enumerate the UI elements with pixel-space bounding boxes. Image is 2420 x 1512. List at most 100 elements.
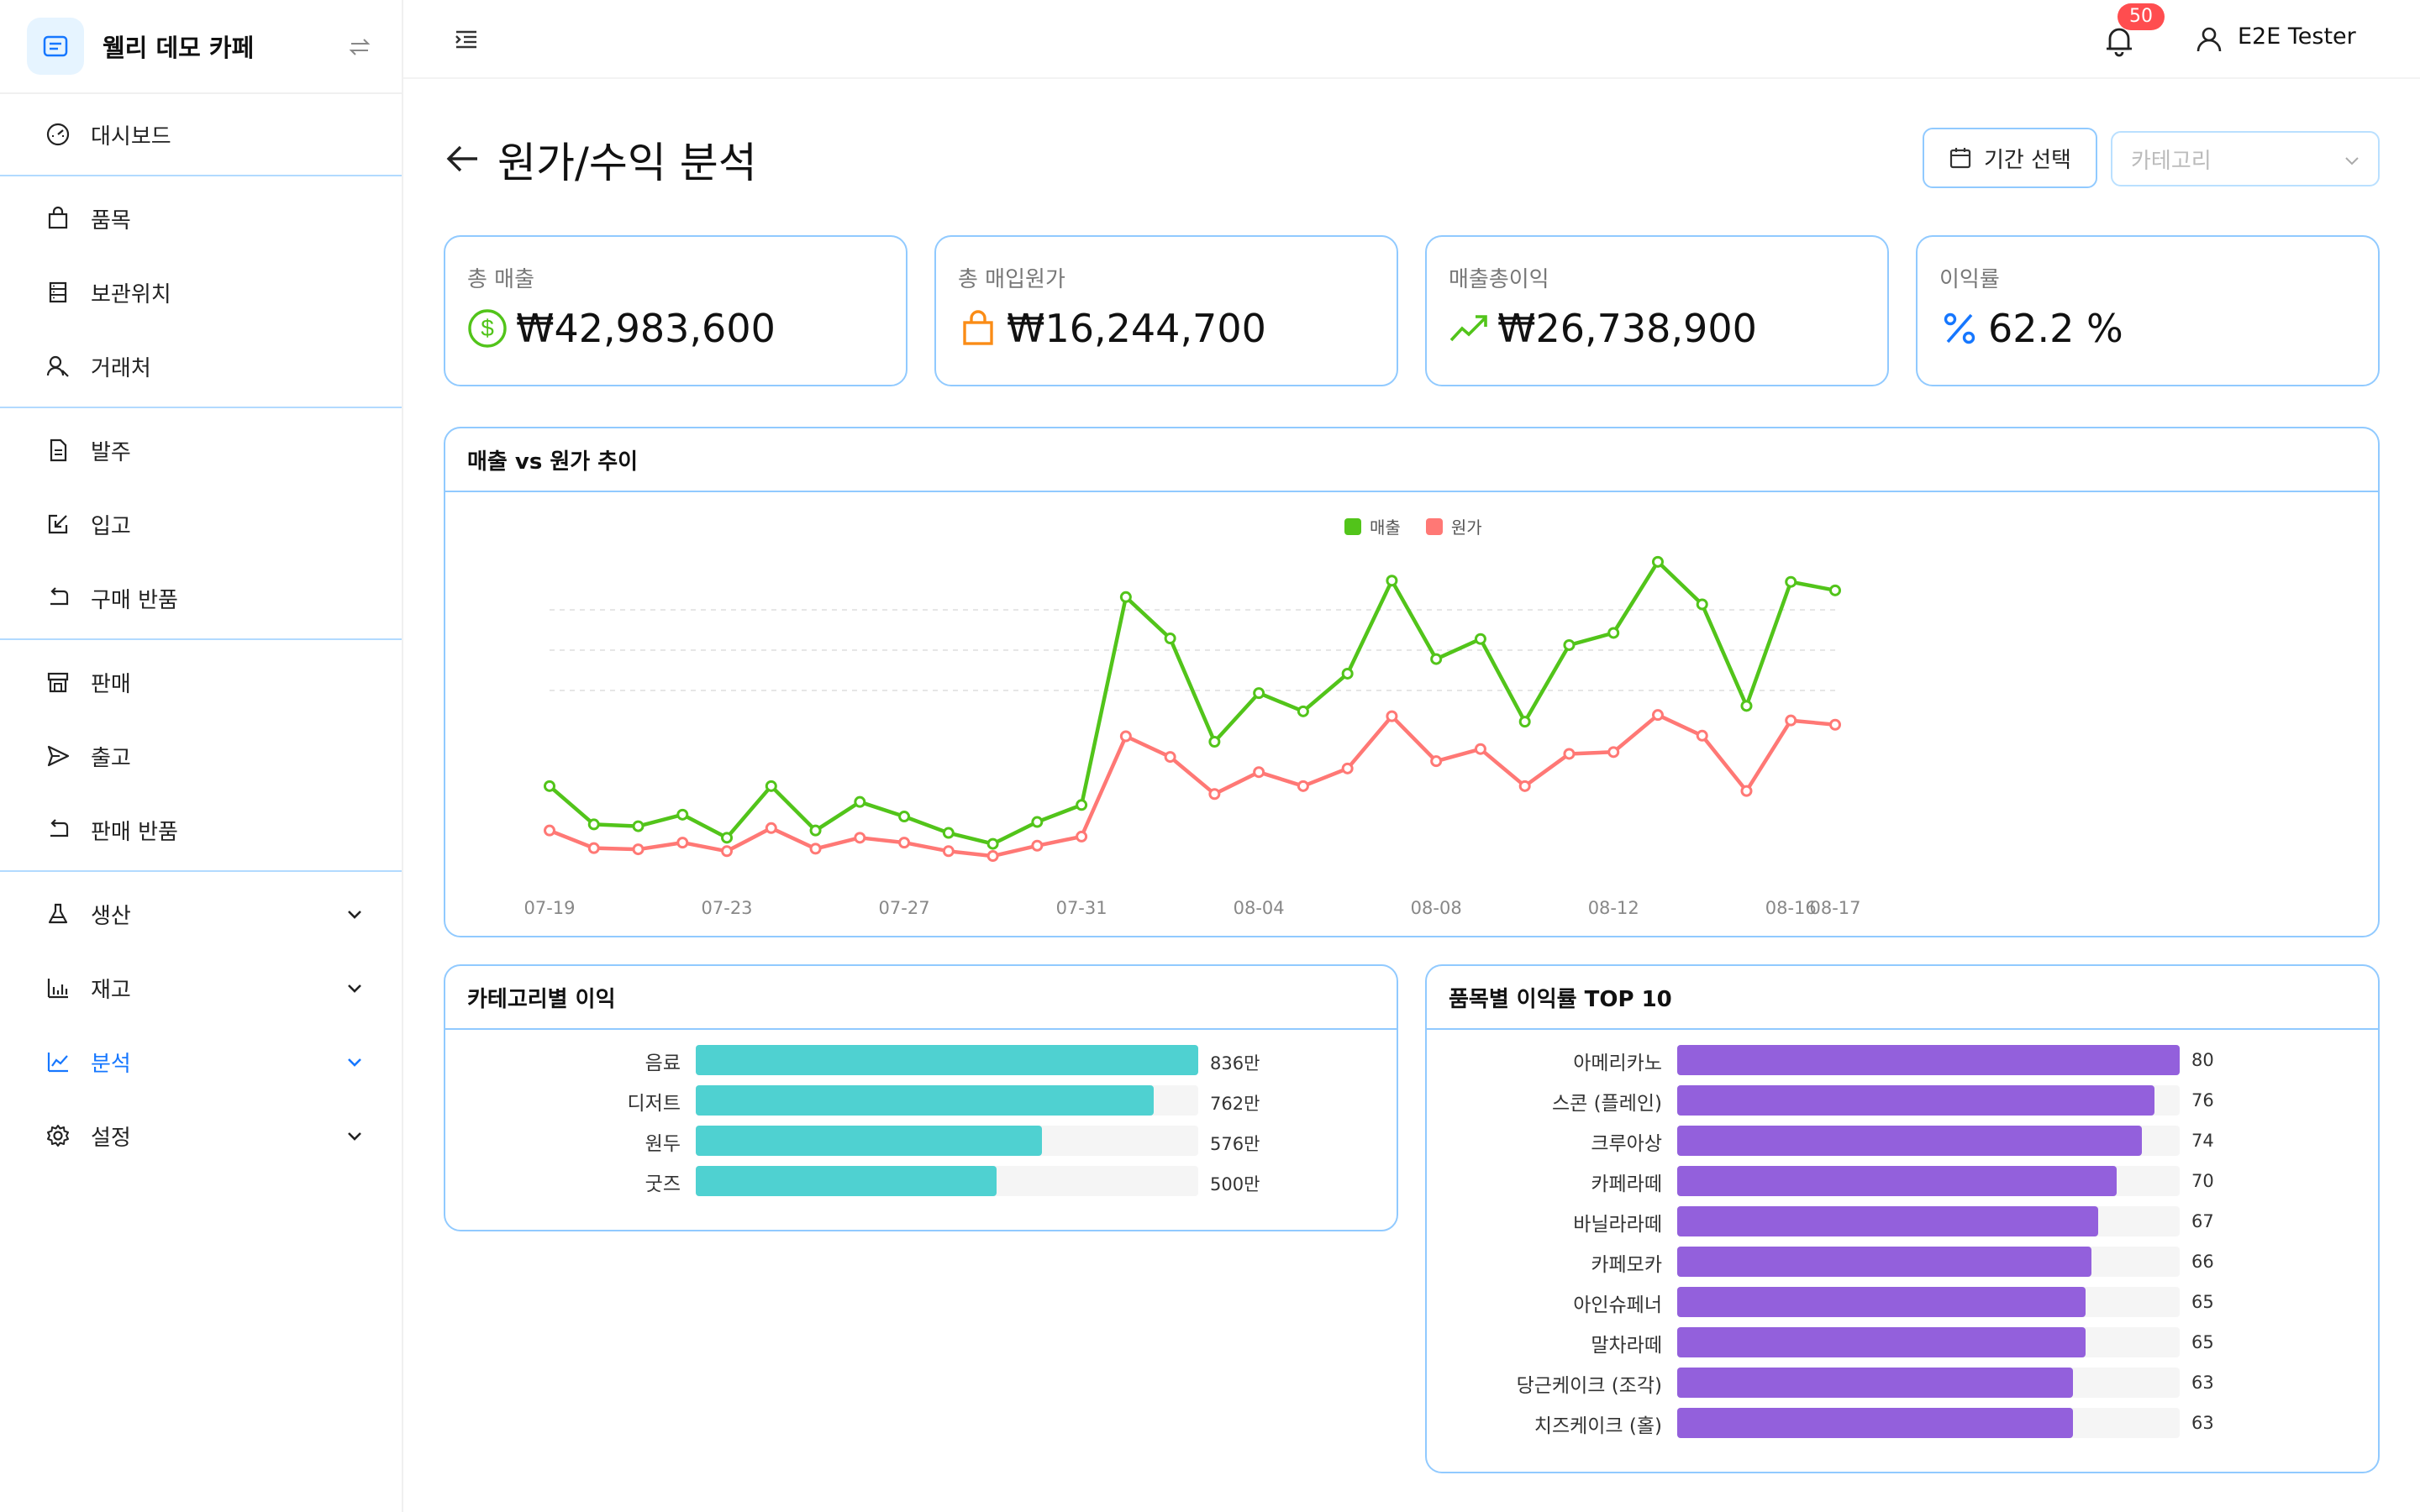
bar-row[interactable]: 카페모카 66 xyxy=(1427,1247,2378,1277)
cost-point[interactable] xyxy=(1740,785,1753,797)
bar-row[interactable]: 굿즈 500만 xyxy=(445,1166,1397,1196)
cost-point[interactable] xyxy=(1518,780,1531,792)
bar[interactable] xyxy=(696,1126,1043,1156)
cost-point[interactable] xyxy=(1474,743,1486,755)
bar-row[interactable]: 치즈케이크 (홀) 63 xyxy=(1427,1408,2378,1438)
arrow-left-icon[interactable] xyxy=(444,139,482,178)
cost-point[interactable] xyxy=(1386,710,1398,722)
sidebar-item-partners[interactable]: 거래처 xyxy=(0,329,402,403)
revenue-point[interactable] xyxy=(898,811,911,823)
cost-point[interactable] xyxy=(809,843,822,855)
cost-point[interactable] xyxy=(1164,751,1176,764)
sidebar-item-purchase-order[interactable]: 발주 xyxy=(0,413,402,487)
bar[interactable] xyxy=(1677,1206,2098,1236)
cost-point[interactable] xyxy=(1563,748,1576,760)
bell-icon[interactable] xyxy=(2101,22,2138,59)
sidebar-item-locations[interactable]: 보관위치 xyxy=(0,255,402,329)
bar[interactable] xyxy=(1677,1126,2143,1156)
revenue-point[interactable] xyxy=(1651,555,1664,568)
sidebar-item-sales[interactable]: 판매 xyxy=(0,645,402,719)
bar[interactable] xyxy=(696,1045,1198,1075)
menu-fold-icon[interactable] xyxy=(454,27,479,52)
revenue-point[interactable] xyxy=(1474,633,1486,645)
cost-point[interactable] xyxy=(1297,780,1309,792)
revenue-point[interactable] xyxy=(721,832,734,844)
sidebar-item-receiving[interactable]: 입고 xyxy=(0,487,402,561)
cost-point[interactable] xyxy=(1341,762,1354,774)
bar-row[interactable]: 스콘 (플레인) 76 xyxy=(1427,1085,2378,1116)
cost-point[interactable] xyxy=(1696,729,1708,742)
bar[interactable] xyxy=(696,1166,997,1196)
cost-point[interactable] xyxy=(1208,788,1221,801)
cost-point[interactable] xyxy=(942,845,955,858)
sidebar-item-purchase-return[interactable]: 구매 반품 xyxy=(0,561,402,635)
cost-point[interactable] xyxy=(1785,714,1797,727)
cost-point[interactable] xyxy=(1119,730,1132,743)
revenue-point[interactable] xyxy=(1208,736,1221,748)
cost-point[interactable] xyxy=(676,837,689,849)
cost-point[interactable] xyxy=(1651,709,1664,722)
bar[interactable] xyxy=(1677,1166,2118,1196)
revenue-point[interactable] xyxy=(1607,627,1620,639)
cost-point[interactable] xyxy=(854,832,866,844)
bar-row[interactable]: 말차라떼 65 xyxy=(1427,1327,2378,1357)
legend-label[interactable]: 매출 xyxy=(1370,517,1401,538)
cost-point[interactable] xyxy=(544,824,555,837)
revenue-point[interactable] xyxy=(765,780,777,792)
revenue-point[interactable] xyxy=(1386,575,1398,587)
revenue-point[interactable] xyxy=(1696,598,1708,611)
bar-row[interactable]: 카페라떼 70 xyxy=(1427,1166,2378,1196)
revenue-point[interactable] xyxy=(632,820,644,832)
cost-point[interactable] xyxy=(587,842,600,854)
sidebar-item-items[interactable]: 품목 xyxy=(0,181,402,255)
revenue-point[interactable] xyxy=(1031,816,1044,828)
revenue-point[interactable] xyxy=(587,818,600,831)
bar-row[interactable]: 원두 576만 xyxy=(445,1126,1397,1156)
sidebar-item-analysis[interactable]: 분석 xyxy=(0,1025,402,1099)
cost-point[interactable] xyxy=(1829,718,1841,731)
cost-point[interactable] xyxy=(898,837,911,849)
revenue-point[interactable] xyxy=(1119,591,1132,603)
bar[interactable] xyxy=(1677,1247,2092,1277)
bar-row[interactable]: 당근케이크 (조각) 63 xyxy=(1427,1368,2378,1398)
revenue-point[interactable] xyxy=(1785,575,1797,588)
sidebar-item-shipping[interactable]: 출고 xyxy=(0,719,402,793)
cost-point[interactable] xyxy=(1076,830,1088,843)
revenue-point[interactable] xyxy=(676,808,689,821)
bar-row[interactable]: 디저트 762만 xyxy=(445,1085,1397,1116)
sidebar-item-dashboard[interactable]: 대시보드 xyxy=(0,97,402,171)
period-select-button[interactable]: 기간 선택 xyxy=(1923,128,2097,188)
revenue-point[interactable] xyxy=(1430,653,1443,665)
legend-label[interactable]: 원가 xyxy=(1450,517,1482,538)
swap-icon[interactable] xyxy=(345,32,375,62)
brand-logo[interactable] xyxy=(27,18,84,75)
bar[interactable] xyxy=(696,1085,1155,1116)
bar-row[interactable]: 아인슈페너 65 xyxy=(1427,1287,2378,1317)
bar-row[interactable]: 음료 836만 xyxy=(445,1045,1397,1075)
revenue-point[interactable] xyxy=(544,780,555,792)
revenue-point[interactable] xyxy=(1076,799,1088,811)
revenue-point[interactable] xyxy=(942,827,955,839)
cost-point[interactable] xyxy=(1031,839,1044,852)
bar[interactable] xyxy=(1677,1287,2086,1317)
revenue-point[interactable] xyxy=(1297,705,1309,717)
category-select[interactable]: 카테고리 xyxy=(2111,131,2380,186)
bar[interactable] xyxy=(1677,1368,2073,1398)
cost-point[interactable] xyxy=(1430,755,1443,768)
cost-point[interactable] xyxy=(632,843,644,856)
user-icon[interactable] xyxy=(2195,25,2223,54)
revenue-point[interactable] xyxy=(986,837,999,850)
revenue-point[interactable] xyxy=(809,824,822,837)
bar[interactable] xyxy=(1677,1408,2073,1438)
sidebar-item-sales-return[interactable]: 판매 반품 xyxy=(0,793,402,867)
revenue-point[interactable] xyxy=(1563,638,1576,651)
cost-point[interactable] xyxy=(1253,766,1265,779)
cost-point[interactable] xyxy=(721,845,734,858)
bar-row[interactable]: 바닐라라떼 67 xyxy=(1427,1206,2378,1236)
revenue-point[interactable] xyxy=(1253,687,1265,700)
sidebar-item-production[interactable]: 생산 xyxy=(0,877,402,951)
revenue-point[interactable] xyxy=(1518,716,1531,728)
bar-row[interactable]: 크루아상 74 xyxy=(1427,1126,2378,1156)
revenue-point[interactable] xyxy=(854,795,866,808)
revenue-point[interactable] xyxy=(1740,700,1753,712)
